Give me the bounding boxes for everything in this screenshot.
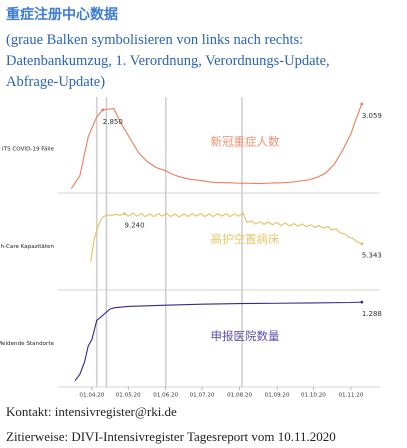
panel-label: 申报医院数量 <box>211 329 280 343</box>
y-axis-label: Meldende Standorte <box>0 341 55 347</box>
panel-label: 高护空置病床 <box>211 232 280 246</box>
series-line <box>90 212 363 262</box>
citation: Zitierweise: DIVI-Intensivregister Tages… <box>6 429 336 444</box>
annotation-dot <box>123 212 126 216</box>
annotation-label: 2.850 <box>103 118 123 126</box>
x-tick-label: 01.09.20 <box>265 393 290 399</box>
page-title: 重症注册中心数据 <box>6 7 118 23</box>
x-tick-label: 01.08.20 <box>227 393 252 399</box>
annotation-label: 9.240 <box>125 222 145 230</box>
series-line <box>74 301 362 382</box>
x-tick-label: 01.05.20 <box>116 393 141 399</box>
x-tick-label: 01.04.20 <box>79 393 104 399</box>
annotation-dot <box>360 300 364 304</box>
subtitle: (graue Balken symbolisieren von links na… <box>6 32 330 90</box>
x-tick-label: 01.06.20 <box>153 393 178 399</box>
contact: Kontakt: intensivregister@rki.de <box>6 404 177 419</box>
annotation-label: 1.288 <box>362 310 382 318</box>
annotation-label: 3.059 <box>362 112 382 120</box>
series-line <box>70 103 363 189</box>
y-axis-label: ITS COVID-19 Fälle <box>2 147 55 153</box>
panel-label: 新冠重症人数 <box>211 135 280 149</box>
annotation-dot <box>360 102 364 106</box>
annotation-label: 5.343 <box>362 252 382 260</box>
x-tick-label: 01.10.20 <box>301 393 326 399</box>
annotation-dot <box>360 242 364 246</box>
x-tick-label: 01.07.20 <box>190 393 215 399</box>
annotation-dot <box>101 108 105 112</box>
x-tick-label: 01.11.20 <box>338 393 363 399</box>
y-axis-label: freie High-Care Kapazitäten <box>0 244 54 250</box>
